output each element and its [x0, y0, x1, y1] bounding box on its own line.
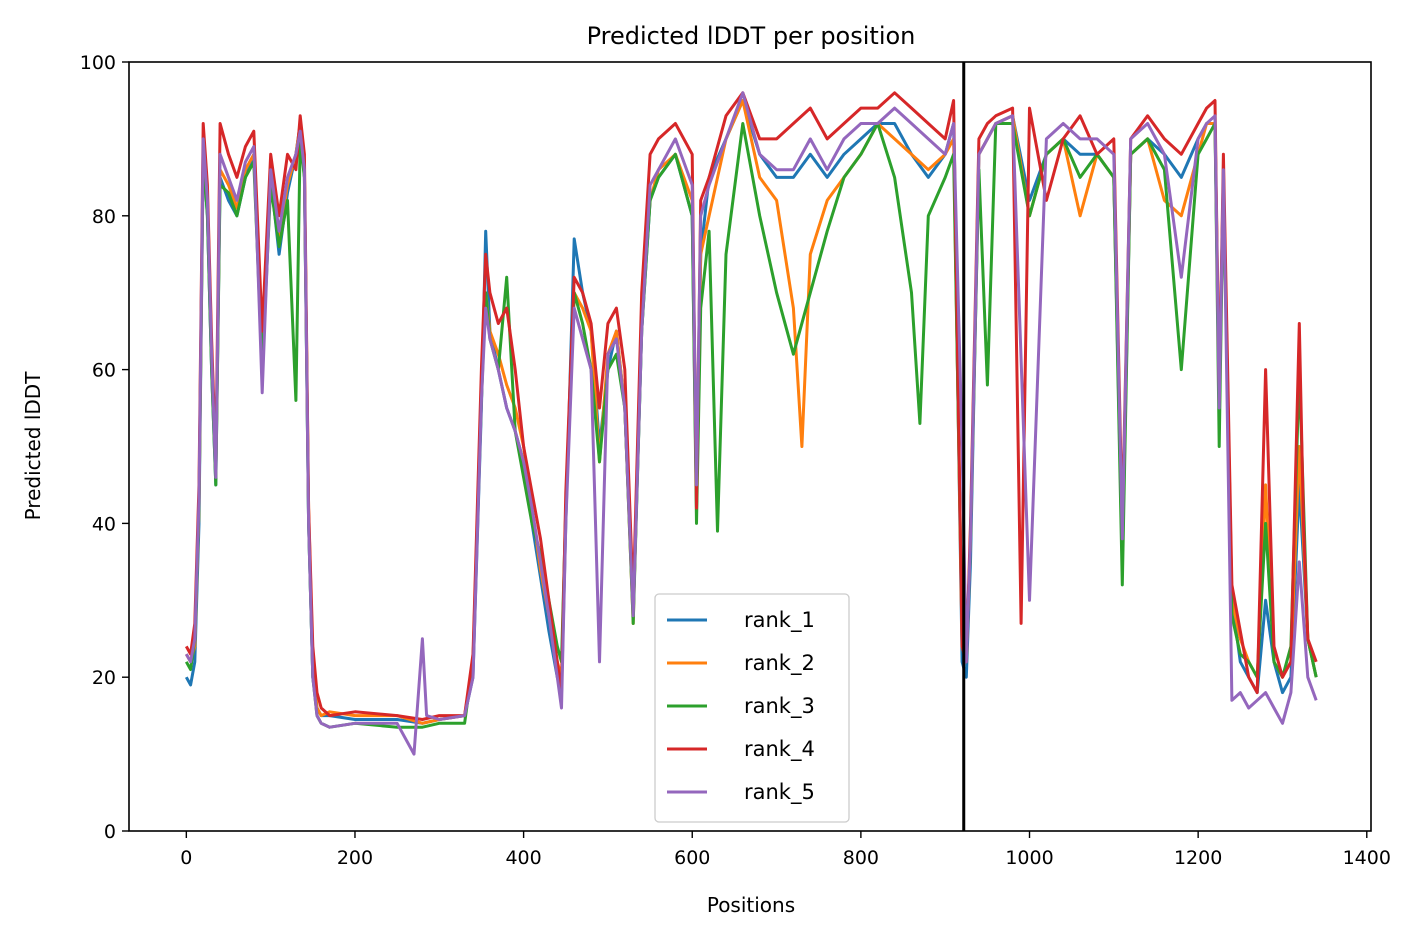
- x-tick-label: 400: [505, 847, 541, 869]
- y-axis-label: Predicted lDDT: [21, 371, 45, 521]
- y-tick-label: 20: [92, 667, 116, 689]
- x-tick-label: 600: [674, 847, 710, 869]
- plot-lines: [184, 91, 1318, 756]
- x-tick-label: 800: [843, 847, 879, 869]
- x-axis-ticks: 0 200 400 600 800 1000 1200 1400: [180, 831, 1391, 869]
- x-tick-label: 1200: [1174, 847, 1222, 869]
- chart-title: Predicted lDDT per position: [587, 22, 916, 50]
- x-tick-label: 1000: [1005, 847, 1053, 869]
- x-tick-label: 200: [337, 847, 373, 869]
- legend-label-rank_4: rank_4: [744, 737, 815, 762]
- series-line-rank_4: [184, 91, 1318, 721]
- legend-label-rank_1: rank_1: [744, 608, 815, 633]
- x-axis-label: Positions: [707, 893, 795, 917]
- x-tick-label: 1400: [1343, 847, 1391, 869]
- legend-label-rank_5: rank_5: [744, 780, 815, 805]
- series-line-rank_5: [184, 91, 1318, 756]
- legend-label-rank_3: rank_3: [744, 694, 815, 719]
- y-tick-label: 60: [92, 360, 116, 382]
- y-tick-label: 80: [92, 206, 116, 228]
- y-tick-label: 0: [104, 821, 116, 843]
- x-tick-label: 0: [180, 847, 192, 869]
- y-axis-ticks: 0 20 40 60 80 100: [80, 52, 129, 843]
- legend: rank_1 rank_2 rank_3 rank_4 rank_5: [654, 593, 850, 823]
- y-tick-label: 40: [92, 513, 116, 535]
- plot-frame: [128, 61, 1372, 832]
- legend-box: [654, 593, 850, 823]
- legend-label-rank_2: rank_2: [744, 651, 815, 676]
- y-tick-label: 100: [80, 52, 116, 74]
